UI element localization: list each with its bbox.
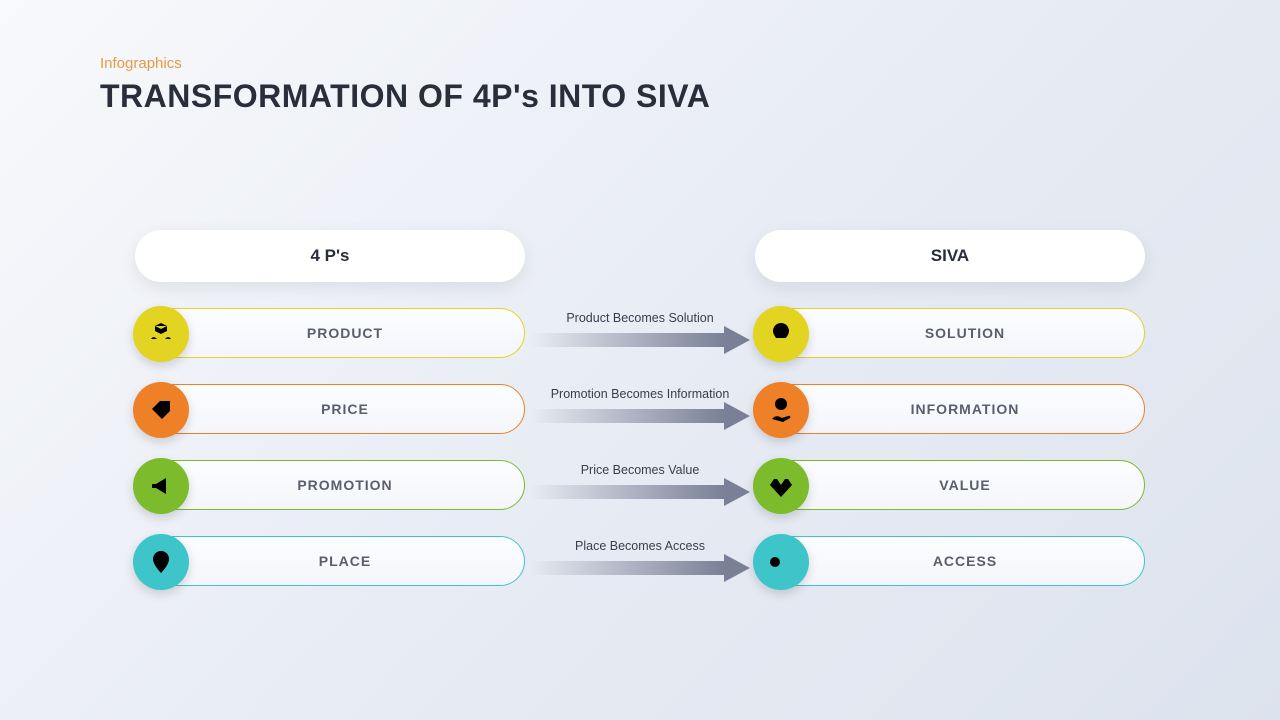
- left-column-header: 4 P's: [135, 230, 525, 282]
- left-pill-0: PRODUCT: [135, 308, 525, 358]
- right-pill-label-0: SOLUTION: [756, 325, 1144, 341]
- arrow-label-0: Product Becomes Solution: [566, 311, 713, 325]
- arrow-1: Promotion Becomes Information: [520, 382, 760, 432]
- arrow-2: Price Becomes Value: [520, 458, 760, 508]
- right-pill-0: SOLUTION: [755, 308, 1145, 358]
- right-column-header: SIVA: [755, 230, 1145, 282]
- arrow-icon: [530, 405, 750, 427]
- left-pill-2: PROMOTION: [135, 460, 525, 510]
- arrow-3: Place Becomes Access: [520, 534, 760, 584]
- right-pill-label-1: INFORMATION: [756, 401, 1144, 417]
- right-pill-2: VALUE: [755, 460, 1145, 510]
- left-pill-3: PLACE: [135, 536, 525, 586]
- arrow-label-3: Place Becomes Access: [575, 539, 705, 553]
- lightbulb-icon: [753, 306, 809, 362]
- megaphone-icon: [133, 458, 189, 514]
- box-hands-icon: [133, 306, 189, 362]
- page-title: TRANSFORMATION OF 4P's INTO SIVA: [100, 78, 710, 115]
- arrow-icon: [530, 329, 750, 351]
- left-column: 4 P's PRODUCT PRICE PROMOTION PLACE: [135, 230, 525, 586]
- left-pill-label-3: PLACE: [136, 553, 524, 569]
- header: Infographics TRANSFORMATION OF 4P's INTO…: [100, 55, 710, 115]
- key-icon: [753, 534, 809, 590]
- arrow-icon: [530, 481, 750, 503]
- right-pill-1: INFORMATION: [755, 384, 1145, 434]
- left-pill-label-1: PRICE: [136, 401, 524, 417]
- arrow-label-1: Promotion Becomes Information: [551, 387, 730, 401]
- left-pill-1: PRICE: [135, 384, 525, 434]
- right-column: SIVA SOLUTION INFORMATION VALUE ACCESS: [755, 230, 1145, 586]
- arrows-wrapper: Product Becomes Solution Promotion Become…: [520, 306, 760, 584]
- right-pill-label-3: ACCESS: [756, 553, 1144, 569]
- diamond-icon: [753, 458, 809, 514]
- pretitle: Infographics: [100, 55, 710, 72]
- right-pill-label-2: VALUE: [756, 477, 1144, 493]
- arrow-label-2: Price Becomes Value: [581, 463, 700, 477]
- map-pin-icon: [133, 534, 189, 590]
- info-hand-icon: [753, 382, 809, 438]
- price-tag-icon: [133, 382, 189, 438]
- left-pill-label-2: PROMOTION: [136, 477, 524, 493]
- right-pill-3: ACCESS: [755, 536, 1145, 586]
- arrow-icon: [530, 557, 750, 579]
- arrow-0: Product Becomes Solution: [520, 306, 760, 356]
- left-pill-label-0: PRODUCT: [136, 325, 524, 341]
